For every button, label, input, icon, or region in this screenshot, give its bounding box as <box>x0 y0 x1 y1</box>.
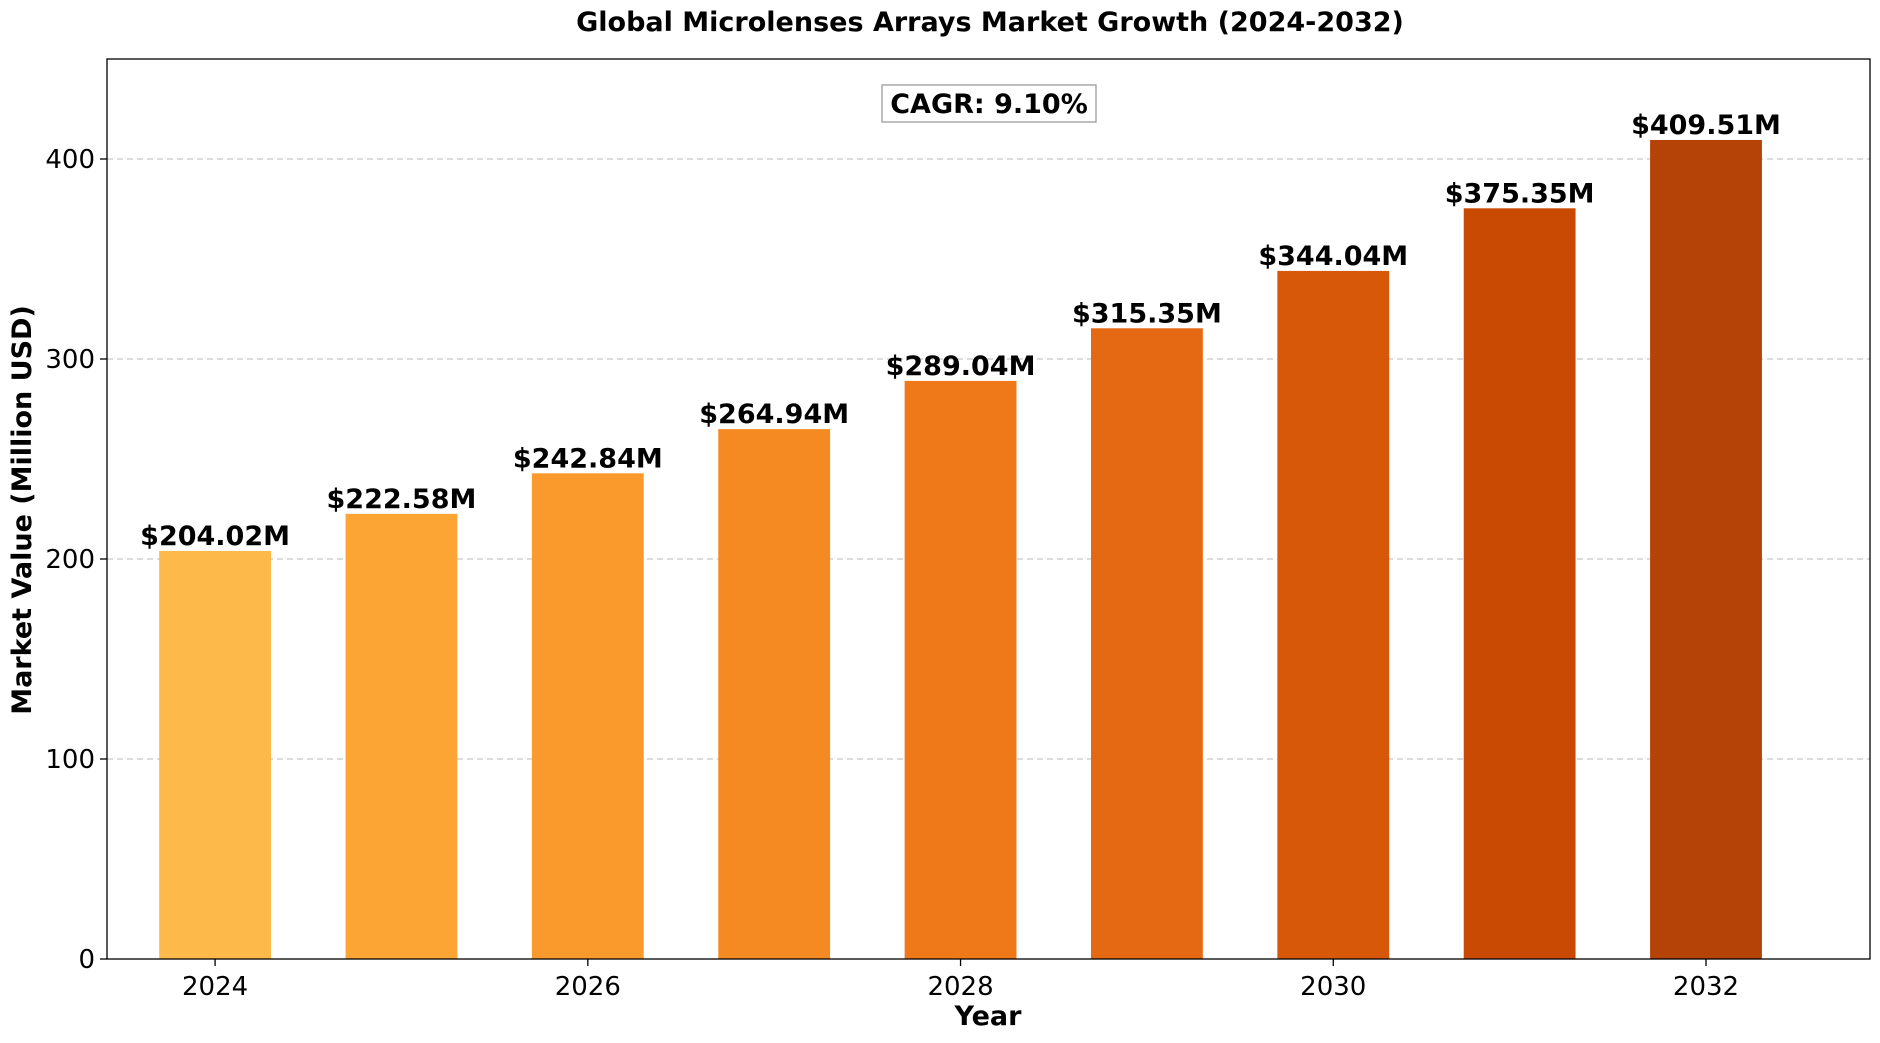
y-axis-ticks: 0 100 200 300 400 <box>45 145 107 975</box>
bar-2030 <box>1277 270 1390 959</box>
bar-value-label-2028: $289.04M <box>886 351 1036 382</box>
bar-value-label-2027: $264.94M <box>699 399 849 430</box>
y-tick-label-200: 200 <box>45 545 95 575</box>
x-tick-label-2026: 2026 <box>555 972 621 1002</box>
bar-2031 <box>1463 208 1576 960</box>
bar-value-label-2026: $242.84M <box>513 443 663 474</box>
bar-2027 <box>718 429 831 959</box>
bars <box>159 139 1762 960</box>
bar-value-label-2025: $222.58M <box>327 484 477 515</box>
bar-value-label-2032: $409.51M <box>1631 110 1781 141</box>
x-tick-label-2030: 2030 <box>1300 972 1366 1002</box>
plot-frame <box>106 58 1871 960</box>
bar-value-labels: $204.02M $222.58M $242.84M $264.94M $289.04M… <box>140 110 1781 552</box>
bar-value-label-2024: $204.02M <box>140 521 290 552</box>
y-tick-label-100: 100 <box>45 745 95 775</box>
bar-2028 <box>904 380 1017 959</box>
x-axis-ticks: 2024 2026 2028 2030 2032 <box>182 959 1739 1002</box>
x-tick-label-2032: 2032 <box>1673 972 1739 1002</box>
cagr-annotation-text: CAGR: 9.10% <box>890 89 1088 120</box>
x-tick-label-2028: 2028 <box>927 972 993 1002</box>
bar-2026 <box>531 473 644 959</box>
x-tick-label-2024: 2024 <box>182 972 248 1002</box>
y-tick-label-400: 400 <box>45 145 95 175</box>
chart-title: Global Microlenses Arrays Market Growth … <box>576 7 1404 38</box>
bar-value-label-2031: $375.35M <box>1445 178 1595 209</box>
y-tick-label-0: 0 <box>78 945 95 975</box>
cagr-annotation: CAGR: 9.10% <box>881 84 1097 123</box>
cagr-annotation-box <box>881 84 1097 123</box>
bar-2032 <box>1650 139 1762 960</box>
bar-value-label-2029: $315.35M <box>1072 298 1222 329</box>
y-axis-label: Market Value (Million USD) <box>7 305 38 715</box>
bar-2029 <box>1091 328 1203 959</box>
bar-value-label-2030: $344.04M <box>1258 241 1408 272</box>
x-axis-label: Year <box>954 1001 1023 1032</box>
y-tick-label-300: 300 <box>45 345 95 375</box>
bar-2025 <box>345 513 458 959</box>
bar-2024 <box>159 550 271 959</box>
